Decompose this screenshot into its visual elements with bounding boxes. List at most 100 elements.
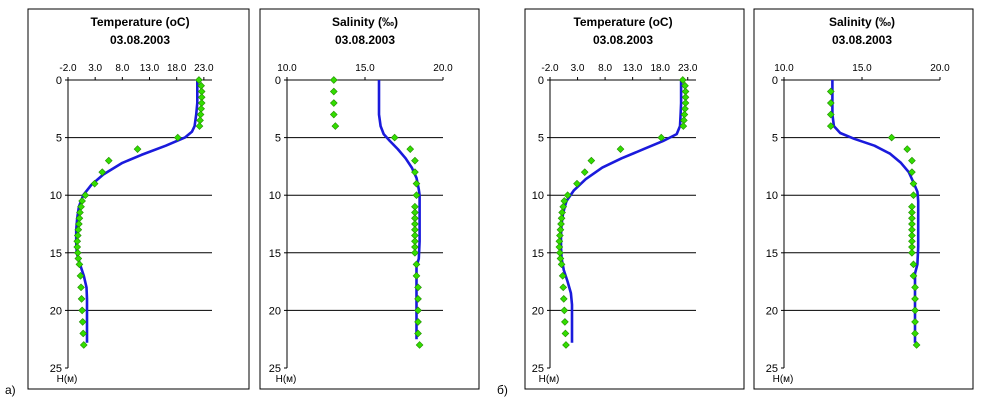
x-tick-label: 18.0	[167, 63, 187, 74]
y-tick-label: 10	[766, 190, 778, 202]
observed-point	[78, 306, 86, 315]
panel-border	[27, 8, 250, 390]
y-tick-label: 15	[532, 248, 544, 260]
y-tick-label: 15	[766, 248, 778, 260]
y-tick-label: 15	[269, 248, 281, 260]
observed-point	[415, 341, 424, 349]
y-tick-label: 10	[50, 190, 62, 202]
observed-point	[133, 145, 142, 153]
chart-title: Salinity (‰)	[829, 15, 895, 29]
observed-point	[909, 260, 918, 269]
y-tick-label: 0	[275, 75, 281, 87]
x-tick-label: -2.0	[541, 63, 559, 74]
observed-point	[79, 341, 88, 349]
observed-point	[909, 179, 918, 188]
observed-point	[78, 318, 87, 326]
observed-point	[104, 156, 113, 165]
observed-point	[412, 260, 421, 269]
observed-point	[77, 283, 85, 292]
y-tick-label: 25	[532, 363, 544, 375]
x-tick-label: 23.0	[678, 63, 698, 74]
observed-point	[826, 87, 835, 96]
chart-panel-b-salinity: Salinity (‰) 03.08.2003 0 5 10 15 20 25 10.0 15.0…	[753, 8, 974, 390]
observed-point	[411, 248, 419, 257]
observed-point	[557, 260, 566, 269]
y-tick-label: 20	[269, 305, 281, 317]
observed-point	[412, 272, 421, 280]
observed-point	[195, 122, 204, 130]
chart-panel-a-temperature: Temperature (oC) 03.08.2003 0 5 10 15 20 25 -2.0…	[27, 8, 250, 390]
observed-point	[411, 156, 419, 165]
observed-point	[559, 295, 568, 303]
observed-point	[562, 341, 570, 349]
observed-point	[331, 122, 340, 130]
observed-point	[911, 318, 919, 326]
observed-point	[329, 87, 338, 96]
observed-point	[195, 76, 203, 84]
observed-point	[90, 179, 99, 188]
y-tick-label: 0	[538, 75, 544, 87]
observed-point	[560, 306, 569, 315]
y-tick-label: 0	[772, 75, 778, 87]
y-tick-label: 25	[766, 363, 778, 375]
observed-point	[81, 191, 90, 200]
y-tick-label: 5	[275, 133, 281, 145]
observed-point	[580, 168, 589, 176]
y-tick-label: 0	[56, 75, 62, 87]
y-tick-label: 20	[532, 305, 544, 317]
observed-point	[657, 133, 666, 142]
x-tick-label: 8.0	[115, 63, 129, 74]
observed-point	[561, 329, 570, 338]
observed-point	[561, 318, 569, 326]
observed-point	[558, 272, 567, 280]
y-axis-label: H(м)	[57, 374, 78, 385]
y-axis-label: H(м)	[773, 374, 794, 385]
observed-point	[414, 283, 422, 292]
y-tick-label: 25	[50, 363, 62, 375]
x-tick-label: 13.0	[140, 63, 160, 74]
chart-date: 03.08.2003	[832, 33, 892, 47]
observed-point	[411, 168, 419, 176]
observed-point	[329, 99, 338, 107]
x-tick-label: 15.0	[355, 63, 375, 74]
observed-point	[98, 168, 107, 176]
observed-point	[412, 179, 421, 188]
x-tick-label: 20.0	[433, 63, 453, 74]
panel-border	[259, 8, 480, 390]
chart-panel-b-temperature: Temperature (oC) 03.08.2003 0 5 10 15 20 25 -2.0…	[524, 8, 745, 390]
observed-point	[908, 156, 916, 165]
x-tick-label: 10.0	[277, 63, 297, 74]
panel-border	[524, 8, 745, 390]
chart-title: Salinity (‰)	[332, 15, 398, 29]
x-tick-label: -2.0	[59, 63, 77, 74]
y-axis-label: H(м)	[539, 374, 560, 385]
observed-point	[911, 329, 919, 338]
observed-point	[173, 133, 182, 142]
observed-point	[678, 76, 687, 84]
observed-point	[912, 341, 921, 349]
observed-point	[908, 248, 916, 257]
observed-point	[911, 295, 919, 303]
observed-point	[414, 318, 422, 326]
observed-point	[75, 260, 84, 269]
observed-point	[679, 122, 688, 130]
observed-point	[903, 145, 912, 153]
y-tick-label: 10	[532, 190, 544, 202]
observed-point	[414, 329, 422, 338]
observed-point	[559, 283, 568, 292]
y-tick-label: 5	[772, 133, 778, 145]
observed-point	[826, 122, 835, 130]
observed-point	[329, 110, 338, 119]
chart-panel-a-salinity: Salinity (‰) 03.08.2003 0 5 10 15 20 25 10.0 15.0…	[259, 8, 480, 390]
x-tick-label: 20.0	[930, 63, 950, 74]
observed-point	[414, 306, 422, 315]
observed-point	[616, 145, 625, 153]
observed-point	[826, 110, 835, 119]
observed-point	[414, 295, 422, 303]
observed-point	[887, 133, 896, 142]
x-tick-label: 8.0	[598, 63, 612, 74]
observed-point	[329, 76, 338, 84]
y-tick-label: 20	[766, 305, 778, 317]
y-tick-label: 5	[56, 133, 62, 145]
